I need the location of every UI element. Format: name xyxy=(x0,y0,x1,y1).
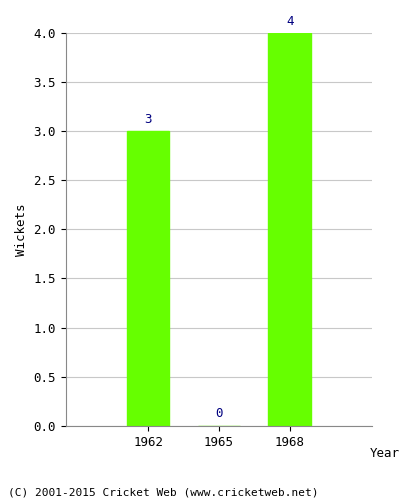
Text: 3: 3 xyxy=(144,113,152,126)
Bar xyxy=(127,131,170,426)
Y-axis label: Wickets: Wickets xyxy=(15,203,28,256)
Text: (C) 2001-2015 Cricket Web (www.cricketweb.net): (C) 2001-2015 Cricket Web (www.cricketwe… xyxy=(8,488,318,498)
Bar xyxy=(268,33,311,426)
Text: 4: 4 xyxy=(286,15,293,28)
X-axis label: Year: Year xyxy=(369,448,399,460)
Text: 0: 0 xyxy=(215,407,223,420)
